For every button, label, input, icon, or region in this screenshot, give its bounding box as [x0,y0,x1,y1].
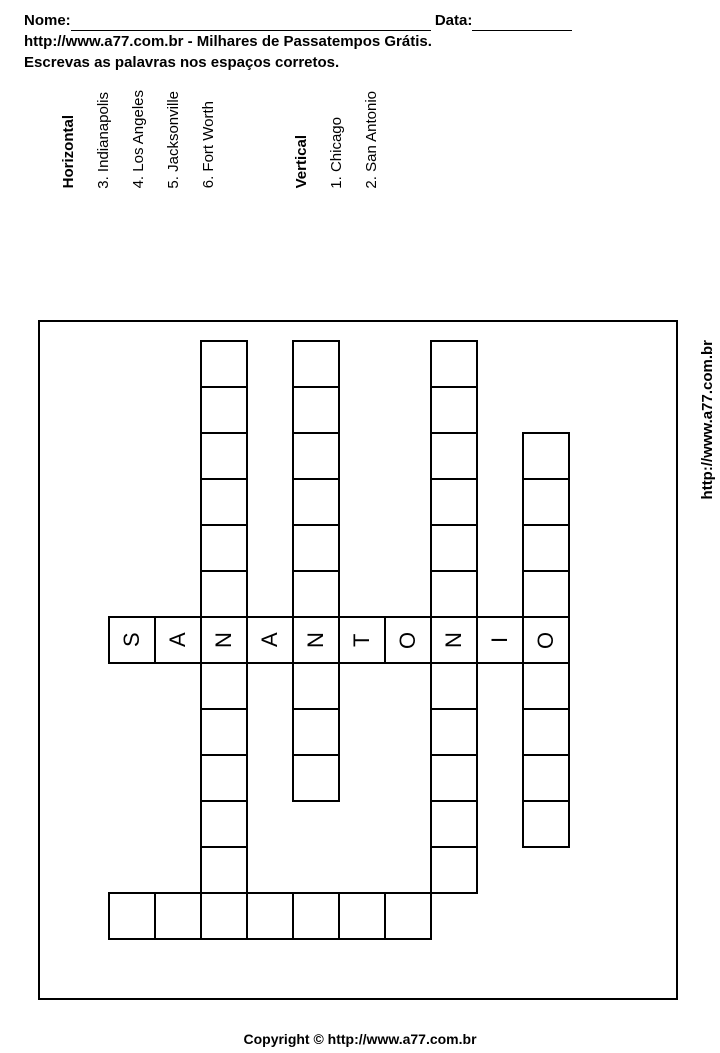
cell-letter: T [340,618,384,662]
crossword-cell[interactable] [154,892,202,940]
clue-v-2: 2. San Antonio [363,91,380,189]
crossword-cell[interactable] [200,846,248,894]
horizontal-heading: Horizontal [60,115,77,188]
page: Nome: Data: http://www.a77.com.br - Milh… [0,0,720,1053]
clues: Horizontal 3. Indianapolis 4. Los Angele… [60,90,380,188]
crossword-cell[interactable] [108,892,156,940]
header: Nome: Data: http://www.a77.com.br - Milh… [24,10,696,73]
vertical-heading: Vertical [293,135,310,188]
crossword-cell[interactable] [200,708,248,756]
crossword-cell[interactable] [292,754,340,802]
crossword-cell[interactable]: A [154,616,202,664]
crossword-cell[interactable] [522,800,570,848]
crossword-cell[interactable] [246,892,294,940]
clue-h-5: 5. Jacksonville [165,91,182,189]
crossword-cell[interactable]: A [246,616,294,664]
crossword-cell[interactable] [292,524,340,572]
crossword-cell[interactable]: N [430,616,478,664]
cell-letter: N [202,618,246,662]
cell-letter: N [294,618,338,662]
crossword-cell[interactable] [522,570,570,618]
nome-label: Nome: [24,12,71,29]
crossword-cell[interactable] [292,892,340,940]
cell-letter: I [478,618,522,662]
crossword-cell[interactable] [430,800,478,848]
clue-strip: Horizontal 3. Indianapolis 4. Los Angele… [60,90,380,188]
crossword-cell[interactable] [430,340,478,388]
crossword-cell[interactable] [338,892,386,940]
clue-h-4: 4. Los Angeles [130,90,147,188]
crossword-cell[interactable] [430,662,478,710]
crossword-cell[interactable] [522,662,570,710]
crossword-cell[interactable] [522,524,570,572]
clue-h-3: 3. Indianapolis [95,92,112,189]
crossword-board: NNNOSAATOI [38,320,678,1000]
crossword-cell[interactable] [430,708,478,756]
crossword-cell[interactable] [430,524,478,572]
crossword-cell[interactable] [430,570,478,618]
crossword-cell[interactable] [522,754,570,802]
side-url: http://www.a77.com.br [699,340,716,499]
crossword-cell[interactable]: I [476,616,524,664]
crossword-cell[interactable] [292,340,340,388]
crossword-cell[interactable] [200,892,248,940]
cell-letter: N [432,618,476,662]
crossword-cell[interactable] [292,478,340,526]
crossword-cell[interactable] [200,570,248,618]
crossword-cell[interactable] [430,386,478,434]
crossword-cell[interactable] [292,708,340,756]
clue-v-1: 1. Chicago [328,117,345,189]
copyright: Copyright © http://www.a77.com.br [0,1031,720,1047]
crossword-cell[interactable] [430,846,478,894]
crossword-cell[interactable] [430,432,478,480]
crossword-cell[interactable] [522,708,570,756]
grid: NNNOSAATOI [40,322,676,998]
crossword-cell[interactable] [200,340,248,388]
crossword-cell[interactable] [200,662,248,710]
crossword-cell[interactable]: N [200,616,248,664]
crossword-cell[interactable]: T [338,616,386,664]
crossword-cell[interactable] [430,754,478,802]
crossword-cell[interactable]: O [384,616,432,664]
crossword-cell[interactable] [200,524,248,572]
crossword-cell[interactable]: S [108,616,156,664]
clue-h-6: 6. Fort Worth [200,101,217,188]
crossword-cell[interactable] [200,386,248,434]
data-label: Data: [435,12,473,29]
crossword-cell[interactable]: O [522,616,570,664]
url-line: http://www.a77.com.br - Milhares de Pass… [24,31,696,52]
crossword-cell[interactable] [292,386,340,434]
crossword-cell[interactable] [384,892,432,940]
data-blank[interactable] [472,30,572,31]
crossword-cell[interactable] [292,432,340,480]
crossword-cell[interactable] [200,754,248,802]
crossword-cell[interactable] [200,478,248,526]
crossword-cell[interactable] [200,432,248,480]
crossword-cell[interactable] [522,478,570,526]
crossword-cell[interactable] [200,800,248,848]
crossword-cell[interactable] [522,432,570,480]
crossword-cell[interactable] [292,570,340,618]
name-date-line: Nome: Data: [24,10,696,31]
crossword-cell[interactable] [292,662,340,710]
cell-letter: A [248,618,292,662]
crossword-cell[interactable] [430,478,478,526]
crossword-cell[interactable]: N [292,616,340,664]
cell-letter: O [386,618,430,662]
cell-letter: A [156,618,200,662]
instruction-line: Escrevas as palavras nos espaços correto… [24,52,696,73]
cell-letter: S [110,618,154,662]
cell-letter: O [524,618,568,662]
